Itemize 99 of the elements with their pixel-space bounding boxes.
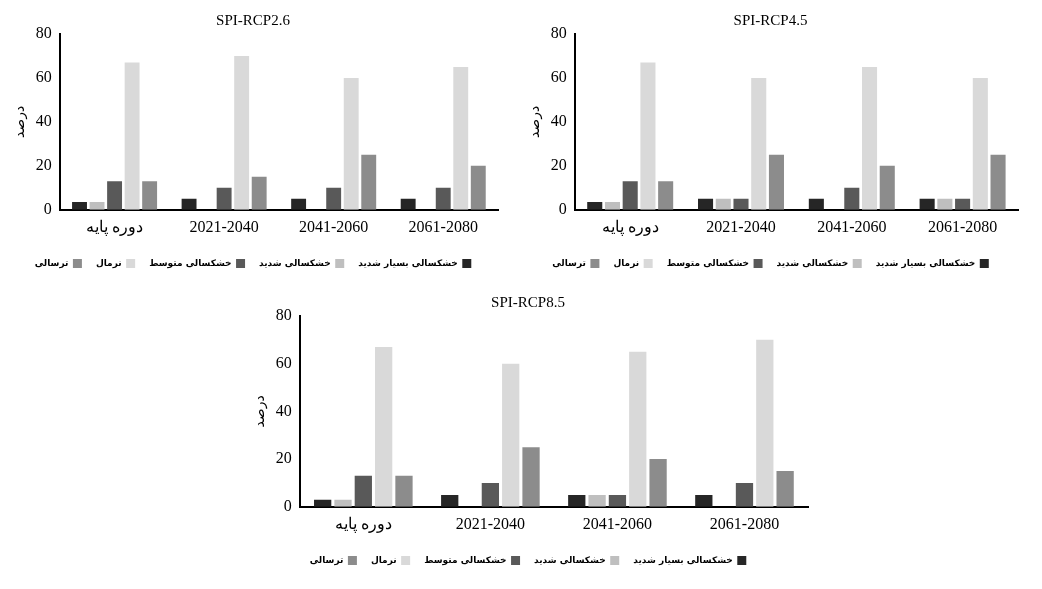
bar [361, 154, 377, 210]
y-tick-label: 40 [550, 112, 567, 130]
legend-label: خشکسالی بسیار شدید [633, 554, 733, 566]
bar [502, 363, 520, 507]
bar [181, 198, 197, 210]
x-tick-label: 2021-2040 [189, 217, 259, 235]
bar [395, 475, 413, 507]
bar [375, 347, 393, 507]
bar [588, 494, 606, 507]
bar [107, 181, 123, 210]
bar [142, 181, 158, 210]
y-axis-title: درصد [251, 395, 269, 428]
legend-label: خشکسالی شدید [259, 257, 331, 268]
bar [756, 339, 774, 507]
legend-label: خشکسالی متوسط [424, 554, 507, 566]
bar [124, 62, 140, 210]
y-tick-label: 20 [35, 156, 52, 174]
y-axis-title: درصد [526, 105, 544, 139]
bar [441, 494, 459, 507]
bar [695, 494, 713, 507]
legend-label: نرمال [370, 554, 397, 566]
bar [343, 77, 359, 210]
bar [354, 475, 372, 507]
x-tick-label: دوره پایه [334, 514, 392, 533]
y-tick-label: 60 [550, 68, 567, 86]
bar [698, 198, 714, 210]
legend-label: خشکسالی بسیار شدید [358, 257, 458, 269]
chart-title: SPI-RCP2.6 [216, 11, 291, 28]
x-tick-label: 2061-2080 [408, 217, 478, 235]
chart-title: SPI-RCP8.5 [491, 293, 565, 310]
bar [658, 181, 674, 210]
legend-label: نرمال [613, 257, 640, 269]
y-tick-label: 40 [35, 112, 52, 130]
y-tick-label: 0 [558, 200, 567, 217]
bar [861, 66, 878, 210]
x-tick-label: 2021-2040 [455, 514, 526, 532]
bar [622, 181, 638, 210]
bar [972, 77, 988, 210]
bar [251, 176, 267, 210]
legend-label: خشکسالی بسیار شدید [875, 257, 976, 269]
legend-label: خشکسالی متوسط [149, 257, 232, 269]
bar [937, 198, 953, 210]
y-tick-label: 20 [275, 449, 292, 467]
bar [72, 202, 87, 210]
legend-label: خشکسالی شدید [776, 257, 849, 268]
x-tick-label: 2061-2080 [927, 217, 998, 235]
bar [587, 202, 603, 210]
bar [768, 154, 784, 210]
bar [481, 482, 500, 507]
bar [879, 165, 895, 210]
y-tick-label: 80 [550, 24, 567, 42]
y-tick-label: 40 [275, 401, 292, 419]
x-tick-label: دوره پایه [86, 217, 144, 236]
y-tick-label: 20 [550, 156, 567, 174]
bar [955, 198, 971, 210]
bar [608, 494, 627, 507]
bar [234, 55, 250, 210]
bar [291, 198, 307, 210]
bar [470, 165, 486, 210]
legend-label: ترسالی [552, 257, 586, 269]
bar [568, 494, 586, 507]
bar [216, 187, 232, 210]
y-tick-label: 0 [283, 497, 292, 514]
x-tick-label: 2041-2060 [299, 217, 369, 235]
bar [844, 187, 860, 210]
bar [522, 447, 540, 507]
bar [808, 198, 824, 210]
y-tick-label: 60 [35, 68, 52, 86]
bar [400, 198, 416, 210]
legend-label: خشکسالی شدید [534, 554, 606, 565]
legend-label: ترسالی [34, 257, 69, 269]
bar [640, 62, 656, 210]
bar [733, 198, 749, 210]
legend-label: خشکسالی متوسط [666, 257, 750, 269]
bar [990, 154, 1006, 210]
y-tick-label: 60 [275, 353, 292, 371]
bar [629, 351, 647, 507]
bar [649, 459, 667, 507]
x-tick-label: 2021-2040 [706, 217, 776, 235]
legend-label: نرمال [95, 257, 122, 269]
bar [919, 198, 935, 210]
y-tick-label: 80 [275, 306, 292, 324]
x-tick-label: 2061-2080 [709, 514, 780, 532]
y-tick-label: 80 [35, 24, 52, 42]
bar [453, 66, 469, 210]
chart-title: SPI-RCP4.5 [733, 11, 808, 28]
bar [776, 471, 794, 507]
y-axis-title: درصد [11, 105, 29, 139]
x-tick-label: 2041-2060 [817, 217, 887, 235]
bar [604, 202, 621, 210]
bar [435, 187, 451, 210]
bar [735, 482, 754, 507]
legend-label: ترسالی [309, 554, 344, 566]
bar [326, 187, 342, 210]
x-tick-label: دوره پایه [601, 217, 659, 236]
y-tick-label: 0 [43, 200, 52, 217]
bar [715, 198, 731, 210]
bar [751, 77, 767, 210]
x-tick-label: 2041-2060 [582, 514, 653, 532]
